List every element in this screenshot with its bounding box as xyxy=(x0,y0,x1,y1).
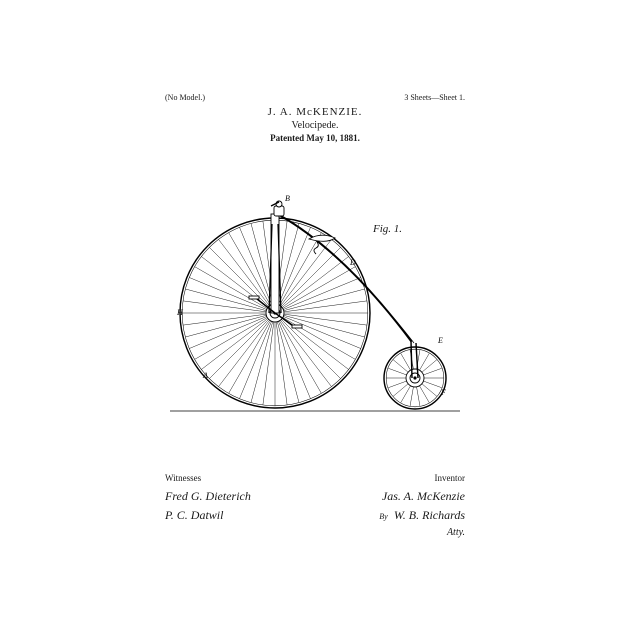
patent-date: Patented May 10, 1881. xyxy=(165,133,465,143)
witnesses-heading: Witnesses xyxy=(165,473,309,483)
svg-text:F: F xyxy=(440,388,446,397)
witness-2: P. C. Datwil xyxy=(165,506,309,525)
signatures-block: Witnesses Fred G. Dieterich P. C. Datwil… xyxy=(165,473,465,541)
patent-drawing: Fig. 1. H A B D E F xyxy=(165,173,465,433)
witnesses-column: Witnesses Fred G. Dieterich P. C. Datwil xyxy=(165,473,309,541)
title-block: J. A. McKENZIE. Velocipede. Patented May… xyxy=(165,106,465,143)
invention-title: Velocipede. xyxy=(165,120,465,131)
patent-page: (No Model.) 3 Sheets—Sheet 1. J. A. McKE… xyxy=(145,75,485,555)
by-label: By xyxy=(379,512,387,521)
inventor-column: Inventor Jas. A. McKenzie By W. B. Richa… xyxy=(321,473,465,541)
witness-1: Fred G. Dieterich xyxy=(165,487,309,506)
svg-text:E: E xyxy=(437,336,443,345)
inventor-name: J. A. McKENZIE. xyxy=(165,106,465,118)
header-row: (No Model.) 3 Sheets—Sheet 1. xyxy=(165,93,465,102)
svg-text:D: D xyxy=(349,258,356,267)
inventor-heading: Inventor xyxy=(321,473,465,483)
velocipede-illustration: H A B D E F xyxy=(165,173,465,433)
svg-text:B: B xyxy=(285,194,290,203)
attorney-line: By W. B. Richards xyxy=(321,506,465,525)
atty-label: Atty. xyxy=(321,525,465,541)
inventor-signature: Jas. A. McKenzie xyxy=(321,487,465,506)
header-right: 3 Sheets—Sheet 1. xyxy=(404,93,465,102)
header-left: (No Model.) xyxy=(165,93,205,102)
svg-text:A: A xyxy=(202,371,208,380)
figure-label: Fig. 1. xyxy=(373,223,402,235)
svg-text:H: H xyxy=(176,308,184,317)
attorney-signature: W. B. Richards xyxy=(394,508,465,522)
